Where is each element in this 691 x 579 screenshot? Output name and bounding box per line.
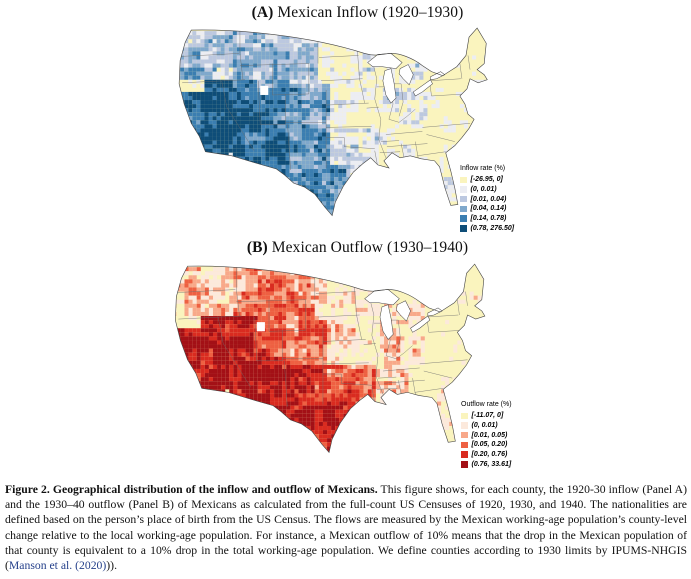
panel-a-title-text: Mexican Inflow (1920–1930) <box>273 4 464 21</box>
legend-swatch <box>460 205 467 213</box>
legend-item: [-11.07, 0] <box>461 411 512 421</box>
figure-caption: Figure 2. Geographical distribution of t… <box>5 482 687 573</box>
legend-item: [0.05, 0.20) <box>461 440 512 450</box>
manson-citation-link[interactable]: Manson et al. (2020) <box>8 559 107 573</box>
legend-item: [0.01, 0.04) <box>460 194 514 204</box>
legend-item: (0.76, 33.61] <box>461 459 512 469</box>
legend-bin-label: [0.14, 0.78) <box>470 215 507 223</box>
legend-swatch <box>460 225 467 232</box>
legend-swatch <box>461 461 468 468</box>
panel-a-title: (A) Mexican Inflow (1920–1930) <box>25 4 690 22</box>
figure-caption-tail: )). <box>106 559 117 573</box>
legend-item: (0.78, 276.50] <box>460 223 514 233</box>
legend-bin-label: [0.20, 0.76) <box>471 451 508 459</box>
legend-bin-label: (0, 0.01) <box>470 186 497 194</box>
inflow-legend: Inflow rate (%) [-26.95, 0] (0, 0.01) [0.0… <box>460 165 514 233</box>
legend-bin-label: (0.76, 33.61] <box>471 460 512 468</box>
legend-swatch <box>460 176 467 184</box>
legend-item: [0.01, 0.05) <box>461 430 512 440</box>
outflow-legend-title: Outflow rate (%) <box>461 401 512 408</box>
figure-caption-lead: Figure 2. Geographical distribution of t… <box>5 483 378 496</box>
legend-item: (0, 0.01) <box>460 185 514 195</box>
legend-swatch <box>461 441 468 449</box>
panel-b-title-text: Mexican Outflow (1930–1940) <box>267 239 469 256</box>
legend-bin-label: [0.01, 0.05) <box>471 431 508 439</box>
legend-swatch <box>460 215 467 222</box>
inflow-legend-title: Inflow rate (%) <box>460 165 506 172</box>
legend-bin-label: (0, 0.01) <box>471 422 498 430</box>
figure-caption-body: This figure shows, for each county, the … <box>5 483 687 573</box>
legend-bin-label: [0.05, 0.20) <box>471 441 508 449</box>
legend-item: [0.04, 0.14) <box>460 204 514 214</box>
legend-swatch <box>460 186 467 193</box>
legend-swatch <box>461 422 468 429</box>
legend-item: [-26.95, 0] <box>460 175 514 185</box>
legend-bin-label: (0.78, 276.50] <box>470 224 515 232</box>
usa-outflow-map <box>175 263 486 454</box>
panel-a-label: (A) <box>251 4 274 21</box>
legend-swatch <box>461 412 468 420</box>
legend-item: [0.20, 0.76) <box>461 450 512 460</box>
legend-item: (0, 0.01) <box>461 421 512 431</box>
legend-swatch <box>460 195 467 203</box>
legend-bin-label: [-26.95, 0] <box>470 176 503 184</box>
inflow-legend-items: [-26.95, 0] (0, 0.01) [0.01, 0.04) [0.04, 0… <box>460 175 514 233</box>
outflow-legend-items: [-11.07, 0] (0, 0.01) [0.01, 0.05) [0.05, 0… <box>461 411 512 469</box>
outflow-legend: Outflow rate (%) [-11.07, 0] (0, 0.01) [0.… <box>461 401 512 469</box>
legend-item: [0.14, 0.78) <box>460 214 514 224</box>
legend-swatch <box>461 431 468 439</box>
panel-b-title: (B) Mexican Outflow (1930–1940) <box>25 239 690 257</box>
legend-swatch <box>461 451 468 458</box>
panel-b-label: (B) <box>246 239 268 256</box>
usa-inflow-map <box>178 27 488 217</box>
legend-bin-label: [0.04, 0.14) <box>470 205 507 213</box>
legend-bin-label: [0.01, 0.04) <box>470 195 507 203</box>
legend-bin-label: [-11.07, 0] <box>471 412 504 420</box>
